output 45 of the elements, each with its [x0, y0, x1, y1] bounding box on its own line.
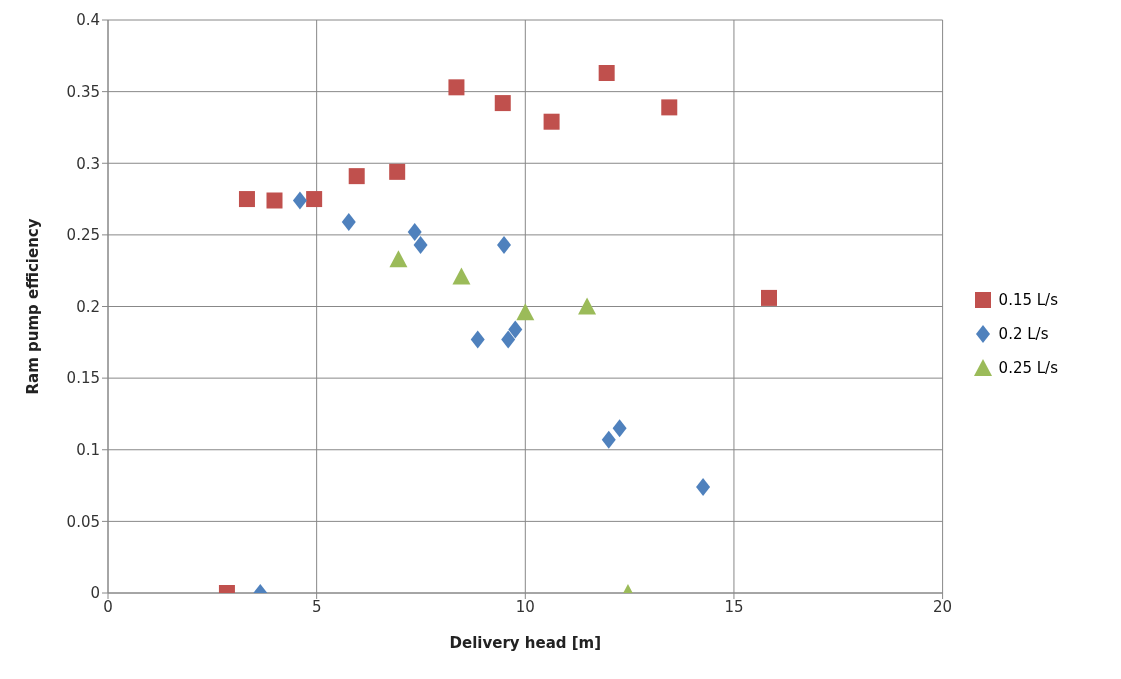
- point: [238, 191, 255, 208]
- x-tick-label: 0: [103, 597, 113, 616]
- point: [761, 289, 777, 306]
- point: [470, 330, 485, 349]
- y-tick-label: 0.2: [76, 297, 100, 316]
- x-tick-label: 15: [724, 597, 744, 616]
- point: [601, 430, 616, 449]
- point: [389, 250, 408, 268]
- y-tick-label: 0.1: [76, 441, 100, 460]
- legend-label: 0.2 L/s: [998, 324, 1049, 343]
- point: [497, 235, 512, 254]
- point: [501, 330, 516, 349]
- y-axis-title: Ram pump efficiency: [24, 218, 43, 395]
- point: [407, 223, 422, 242]
- point: [413, 235, 428, 254]
- point: [341, 212, 356, 231]
- point: [292, 191, 307, 210]
- point: [661, 99, 678, 116]
- point: [578, 297, 597, 315]
- y-tick-label: 0.4: [76, 11, 100, 30]
- y-tick-label: 0.15: [66, 369, 100, 388]
- point: [598, 65, 615, 81]
- point: [389, 163, 406, 180]
- y-tick-label: 0.3: [76, 154, 100, 173]
- y-tick-label: 0.35: [66, 82, 100, 101]
- y-tick-label: 0.05: [66, 512, 100, 531]
- x-tick-label: 10: [515, 597, 535, 616]
- point: [348, 168, 365, 185]
- x-tick-label: 20: [933, 597, 953, 616]
- point: [448, 79, 465, 96]
- y-tick-label: 0: [90, 584, 100, 603]
- x-tick-label: 5: [311, 597, 322, 616]
- x-axis-title: Delivery head [m]: [449, 634, 602, 652]
- point: [306, 191, 323, 208]
- y-tick-label: 0.25: [66, 226, 100, 245]
- point: [516, 303, 535, 321]
- point: [452, 267, 471, 285]
- point: [266, 192, 283, 209]
- point: [543, 113, 560, 130]
- point: [508, 320, 523, 339]
- point: [494, 95, 511, 112]
- point: [696, 478, 711, 496]
- legend-label: 0.15 L/s: [998, 290, 1058, 309]
- legend-label: 0.25 L/s: [998, 358, 1058, 377]
- point: [612, 419, 627, 438]
